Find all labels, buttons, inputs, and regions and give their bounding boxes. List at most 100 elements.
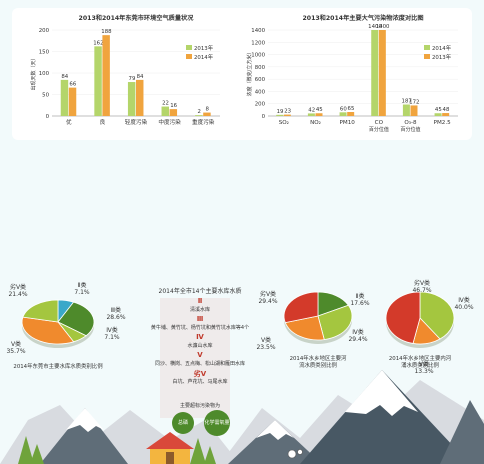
data-label: 19: [277, 109, 284, 115]
x-tick-label: 轻度污染: [125, 118, 148, 126]
bar-2014年-O₃-8: [402, 104, 410, 116]
pie-slice-Ⅲ类: [57, 301, 95, 337]
bar-2013年-SO₂: [283, 114, 291, 116]
pie-title: 2014年东莞市主要水库水质类别比例: [13, 362, 102, 370]
x-tick-label: 重度污染: [192, 118, 215, 126]
data-label: 45: [435, 107, 442, 113]
legend-label: 2014年: [432, 44, 452, 52]
data-label: 22: [162, 101, 169, 107]
x-tick-sublabel: 百分位值: [400, 126, 420, 133]
data-label: 23: [284, 109, 291, 115]
air-quality-panel: 2013和2014年东莞市环境空气质量状况 出现天数（天） 0 50 100 150 200…: [12, 8, 472, 140]
y-tick-label: 1000: [251, 53, 265, 59]
bar-2014年-NO₂: [307, 113, 315, 116]
x-tick-label: 优: [66, 118, 72, 126]
pie-value-label: 7.1%: [104, 334, 120, 341]
y-tick-label: 800: [255, 65, 266, 71]
pie-slice-劣Ⅴ类: [283, 291, 319, 324]
bar-2014年-SO₂: [276, 114, 284, 116]
pie-label: Ⅴ类: [11, 340, 21, 348]
data-label: 84: [61, 74, 68, 80]
pie-value-label: 7.1%: [74, 289, 90, 296]
class-4-label: Ⅳ: [196, 333, 204, 341]
pie-label: Ⅲ类: [111, 306, 121, 314]
pie-chart-reservoir-quality: Ⅱ类7.1%Ⅲ类28.6%Ⅳ类7.1%Ⅴ类35.7%劣Ⅴ类21.4%2014年东…: [6, 282, 125, 370]
bar-2014年-PM10: [339, 112, 347, 116]
pollutant-badge-cod: 化学需氧量: [204, 410, 230, 436]
x-tick-label: 中度污染: [158, 118, 181, 126]
y-tick-label: 100: [39, 71, 50, 77]
data-label: 187: [402, 99, 412, 105]
data-label: 42: [308, 107, 315, 113]
bar-2013年-优: [60, 79, 69, 116]
y-tick-label: 400: [255, 89, 266, 95]
data-label: 45: [316, 107, 323, 113]
pie-label: Ⅱ类: [356, 292, 365, 300]
pie-label: 劣Ⅴ类: [414, 279, 430, 287]
pie-label: Ⅴ类: [261, 336, 271, 344]
x-tick-label: SO₂: [279, 120, 289, 126]
class-2-label: Ⅱ: [197, 297, 203, 305]
legend-label: 2013年: [194, 44, 214, 52]
pie-value-label: 21.4%: [8, 291, 27, 298]
x-tick-label: 良: [100, 118, 106, 126]
pie-slice-Ⅳ类: [419, 291, 455, 340]
class-3-desc: 黄牛埔、黄竹坑、杨竹坑和黄竹坑水库等4个: [150, 325, 250, 331]
legend-swatch: [186, 45, 192, 50]
y-axis-label: 浓度（微克/立方米）: [246, 50, 253, 97]
bar-2014年-中度污染: [169, 109, 178, 116]
pie-label: Ⅱ类: [78, 282, 87, 289]
y-tick-label: 150: [39, 50, 50, 56]
data-label: 162: [93, 40, 103, 46]
pie-value-label: 40.0%: [454, 304, 473, 311]
bar-2014年-优: [68, 87, 77, 116]
x-tick-sublabel: 百分位值: [369, 126, 389, 133]
legend-label: 2013年: [432, 53, 452, 61]
pie-label: Ⅳ类: [352, 328, 364, 336]
pie-value-label: 46.7%: [412, 287, 431, 294]
x-tick-label: PM2.5: [434, 120, 452, 126]
data-label: 84: [137, 74, 144, 80]
pie-label: Ⅳ类: [106, 326, 118, 334]
data-label: 16: [170, 103, 177, 109]
data-label: 48: [443, 107, 450, 113]
pie-title: 2014年水乡地区主要河: [290, 354, 347, 362]
legend-swatch: [186, 54, 192, 59]
pie-chart-river-quality: Ⅱ类17.6%Ⅳ类29.4%Ⅴ类23.5%劣Ⅴ类29.4%2014年水乡地区主要…: [256, 290, 369, 369]
class-4-desc: 水濂山水库: [187, 343, 213, 349]
y-tick-label: 50: [42, 93, 49, 99]
pie-label: Ⅳ类: [458, 296, 470, 304]
pie-slice-Ⅳ类: [317, 304, 353, 341]
data-label: 60: [340, 106, 347, 112]
y-tick-label: 0: [46, 114, 50, 120]
pie-value-label: 17.6%: [350, 300, 369, 307]
class-5-label: Ⅴ: [197, 351, 203, 359]
pie-label: 劣Ⅴ类: [260, 290, 276, 298]
pollutant-badge-phosphorus: 总磷: [172, 412, 194, 434]
x-tick-label: PM10: [340, 120, 356, 126]
chart-title: 2013和2014年东莞市环境空气质量状况: [79, 14, 195, 22]
bar-2014年-轻度污染: [136, 79, 144, 116]
bar-2013年-轻度污染: [127, 82, 136, 116]
x-tick-label: CO: [375, 120, 384, 126]
bar-2014年-CO: [371, 30, 379, 116]
pie-slice-劣Ⅴ类: [22, 299, 59, 323]
pollution-title: 主要超标污染物为: [179, 403, 220, 409]
bar-2014年-PM2.5: [434, 113, 442, 116]
class-bad-label: 劣Ⅴ: [193, 370, 207, 378]
bar-2013年-中度污染: [161, 106, 169, 116]
class-2-desc: 清溪水库: [189, 307, 210, 313]
reservoir-info-title: 2014年全市14个主要水库水质: [158, 288, 242, 295]
y-tick-label: 1200: [251, 40, 265, 46]
pie-title: 流水质类别比例: [299, 361, 337, 369]
pie-label: 劣Ⅴ类: [10, 283, 26, 291]
y-axis-label: 出现天数（天）: [30, 55, 37, 90]
bar-2013年-良: [94, 46, 102, 117]
pie-slice-劣Ⅴ类: [385, 291, 421, 344]
bar-2013年-O₃-8: [410, 105, 418, 116]
pie-value-label: 29.4%: [348, 336, 367, 343]
y-tick-label: 600: [255, 77, 266, 83]
legend-label: 2014年: [194, 53, 214, 61]
